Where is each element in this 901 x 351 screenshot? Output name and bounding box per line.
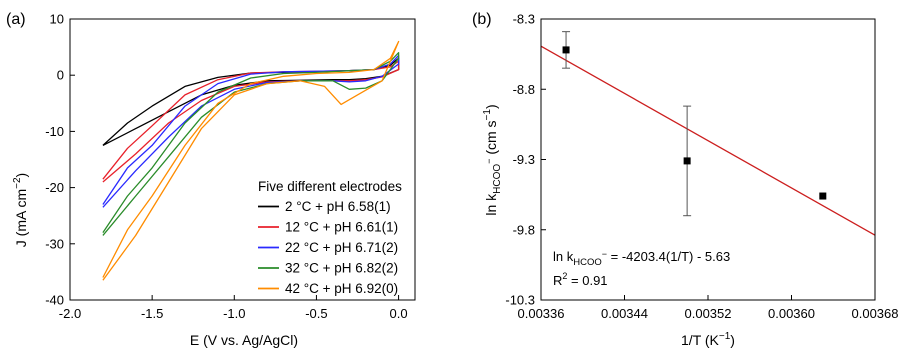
panel-b-x-tick-label: 0.00336 bbox=[518, 306, 565, 321]
panel-b-fit-r2: R2 = 0.91 bbox=[553, 271, 608, 288]
panel-b-fit-r2-exp: 2 bbox=[562, 271, 567, 281]
panel-a-label: (a) bbox=[6, 11, 26, 28]
panel-b-data-point-2 bbox=[683, 157, 691, 165]
panel-b-ticks: 0.00336 0.00344 0.00352 0.00360 0.00368 -10.3… bbox=[505, 12, 898, 322]
panel-a-y-axis-title-exp: −2 bbox=[12, 177, 23, 189]
panel-b-fit-line bbox=[540, 45, 876, 236]
panel-b-fit-equation-sub-exp: − bbox=[602, 249, 607, 259]
panel-b-fit-group bbox=[540, 45, 876, 236]
panel-b-y-tick-label: -10.3 bbox=[505, 293, 535, 308]
panel-a-legend-label-1: 2 °C + pH 6.58(1) bbox=[285, 199, 391, 214]
panel-b-x-axis-title: 1/T (K−1) bbox=[681, 331, 735, 348]
panel-a-y-tick-label: 0 bbox=[57, 68, 64, 83]
panel-b-x-axis-title-main: 1/T (K bbox=[681, 332, 720, 348]
panel-a-x-tick-label: 0.0 bbox=[390, 306, 408, 321]
panel-a-y-tick-label: -40 bbox=[45, 293, 64, 308]
panel-a-y-tick-label: 10 bbox=[50, 12, 64, 27]
panel-a-series-line-2 bbox=[102, 60, 400, 183]
panel-b-fit-equation: ln kHCOO− = -4203.4(1/T) - 5.63 bbox=[553, 249, 730, 268]
panel-a-series-group bbox=[102, 40, 400, 281]
panel-b-y-axis-title-units: (cm s bbox=[483, 120, 499, 154]
panel-a-y-axis-title: J (mA cm−2) bbox=[12, 173, 29, 247]
panel-a-ticks: -2.0 -1.5 -1.0 -0.5 0.0 -40 -30 -20 -10 0 10 bbox=[45, 12, 407, 322]
panel-a-legend-label-5: 42 °C + pH 6.92(0) bbox=[285, 281, 398, 296]
panel-b-x-tick-label: 0.00344 bbox=[601, 306, 648, 321]
panel-a-legend-items: 2 °C + pH 6.58(1) 12 °C + pH 6.61(1) 22 °C… bbox=[258, 199, 398, 296]
panel-b-x-tick-label: 0.00352 bbox=[685, 306, 732, 321]
panel-b-x-axis-title-close: ) bbox=[730, 332, 735, 348]
panel-a-x-tick-label: -2.0 bbox=[59, 306, 81, 321]
panel-a-x-tick-label: -0.5 bbox=[305, 306, 327, 321]
panel-a-cv-chart: (a) J (mA cm−2) -2.0 -1.5 -1.0 -0.5 0.0 -40 -3… bbox=[6, 11, 416, 348]
panel-b-y-axis-title-sub: HCOO bbox=[492, 164, 503, 194]
panel-b-y-tick-label: -9.3 bbox=[513, 152, 535, 167]
panel-b-y-axis-title-prefix: ln k bbox=[483, 193, 499, 216]
panel-b-y-axis-title-close: ) bbox=[483, 104, 499, 109]
panel-a-y-tick-label: -10 bbox=[45, 124, 64, 139]
panel-b-fit-r2-prefix: R bbox=[553, 273, 562, 288]
panel-a-legend-label-2: 12 °C + pH 6.61(1) bbox=[285, 220, 398, 235]
panel-b-y-axis-title: ln kHCOO− (cm s−1) bbox=[482, 104, 503, 215]
panel-a-x-tick-label: -1.0 bbox=[223, 306, 245, 321]
panel-a-legend-label-4: 32 °C + pH 6.82(2) bbox=[285, 261, 398, 276]
panel-b-y-tick-label: -9.8 bbox=[513, 222, 535, 237]
panel-a-y-tick-label: -30 bbox=[45, 236, 64, 251]
panel-b-plot-frame bbox=[540, 18, 876, 301]
panel-b-label: (b) bbox=[472, 11, 492, 28]
panel-b-x-axis-title-exp: −1 bbox=[719, 331, 731, 342]
panel-b-fit-r2-rest: = 0.91 bbox=[567, 273, 607, 288]
panel-b-y-axis-title-units-exp: −1 bbox=[482, 109, 493, 121]
panel-a-y-axis-title-close: ) bbox=[13, 173, 29, 178]
panel-a-series-line-3 bbox=[102, 54, 400, 208]
panel-a-x-axis-title: E (V vs. Ag/AgCl) bbox=[190, 332, 298, 348]
panel-a-series-line-5 bbox=[102, 40, 400, 281]
panel-b-y-tick-label: -8.3 bbox=[513, 12, 535, 27]
panel-b-arrhenius-chart: (b) ln kHCOO− (cm s−1) 0.00336 0.00344 0.0… bbox=[472, 11, 899, 348]
panel-a-legend-label-3: 22 °C + pH 6.71(2) bbox=[285, 240, 398, 255]
panel-b-fit-equation-rest: = -4203.4(1/T) - 5.63 bbox=[607, 249, 730, 264]
panel-a-legend: Five different electrodes 2 °C + pH 6.58… bbox=[258, 179, 402, 296]
panel-a-plot-frame bbox=[69, 18, 416, 301]
panel-a-y-tick-label: -20 bbox=[45, 180, 64, 195]
panel-b-points-group bbox=[562, 31, 827, 217]
panel-a-x-tick-label: -1.5 bbox=[141, 306, 163, 321]
panel-b-data-point-3 bbox=[819, 192, 827, 200]
panel-b-x-tick-label: 0.00368 bbox=[852, 306, 899, 321]
panel-a-y-axis-title-main: J (mA cm bbox=[13, 189, 29, 247]
panel-b-y-tick-label: -8.8 bbox=[513, 82, 535, 97]
panel-b-y-axis-title-sub-exp: − bbox=[484, 159, 494, 164]
panel-b-fit-equation-prefix: ln k bbox=[553, 249, 574, 264]
panel-b-fit-equation-sub: HCOO bbox=[573, 257, 602, 268]
panel-a-legend-title: Five different electrodes bbox=[258, 179, 402, 194]
panel-b-data-point-1 bbox=[562, 46, 570, 54]
panel-b-x-tick-label: 0.00360 bbox=[768, 306, 815, 321]
